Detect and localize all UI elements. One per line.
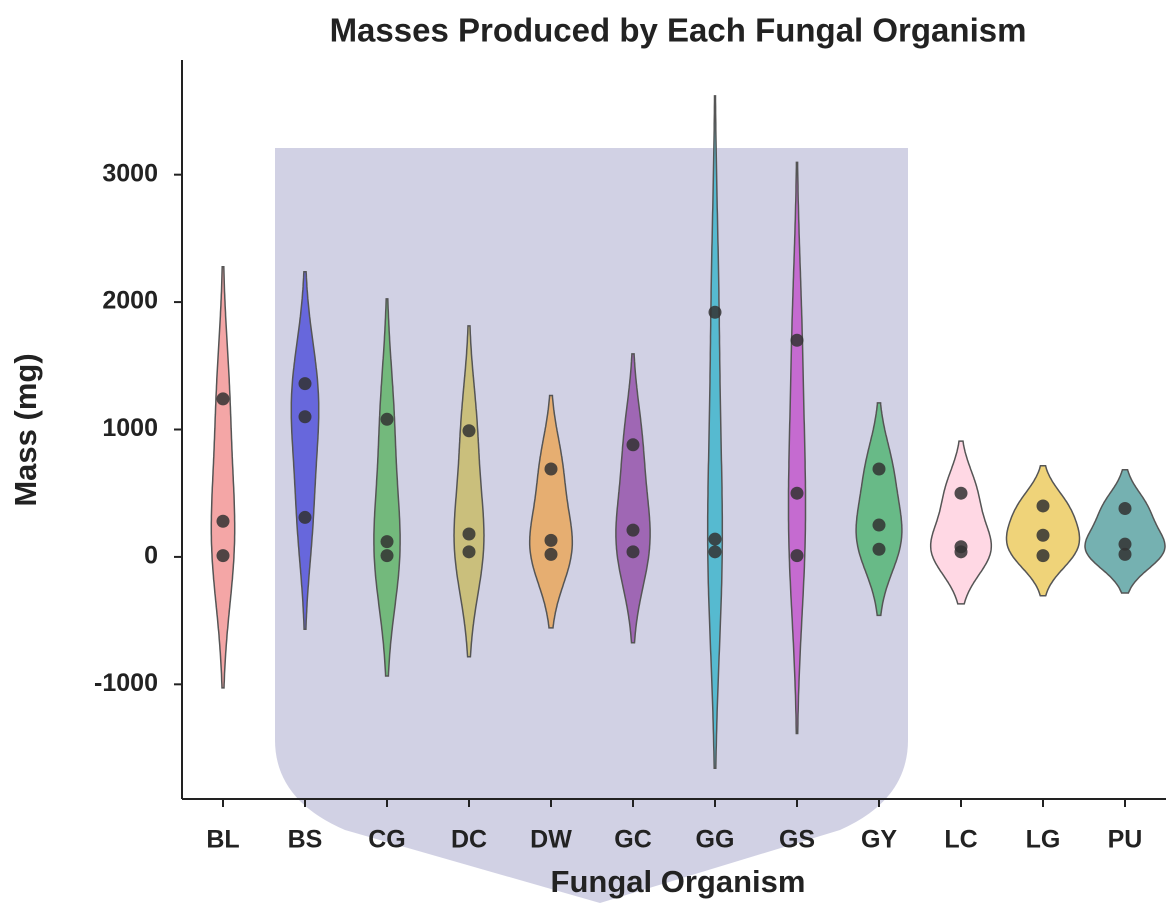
data-point	[791, 334, 804, 347]
data-point	[627, 524, 640, 537]
data-point	[873, 462, 886, 475]
data-point	[381, 549, 394, 562]
x-tick-label: GY	[861, 826, 897, 854]
data-point	[381, 535, 394, 548]
data-point	[463, 527, 476, 540]
data-point	[955, 545, 968, 558]
x-tick-label: DW	[530, 826, 572, 854]
data-point	[873, 519, 886, 532]
data-point	[299, 377, 312, 390]
data-point	[381, 413, 394, 426]
y-axis-label: Mass (mg)	[8, 353, 43, 506]
data-point	[955, 487, 968, 500]
data-point	[709, 545, 722, 558]
y-tick-label: 2000	[102, 287, 158, 315]
data-point	[1037, 499, 1050, 512]
data-point	[709, 306, 722, 319]
violin	[931, 441, 992, 604]
chart-title: Masses Produced by Each Fungal Organism	[330, 12, 1027, 49]
data-point	[1119, 502, 1132, 515]
data-point	[545, 462, 558, 475]
data-point	[791, 549, 804, 562]
data-point	[545, 534, 558, 547]
x-tick-label: CG	[368, 826, 406, 854]
data-point	[1037, 529, 1050, 542]
x-tick-label: PU	[1108, 826, 1143, 854]
x-axis-label: Fungal Organism	[551, 864, 806, 899]
data-point	[1119, 548, 1132, 561]
y-tick-label: 3000	[102, 159, 158, 187]
data-point	[217, 515, 230, 528]
data-point	[791, 487, 804, 500]
data-point	[627, 545, 640, 558]
data-point	[1037, 549, 1050, 562]
x-tick-label: GS	[779, 826, 815, 854]
data-point	[299, 511, 312, 524]
data-point	[463, 545, 476, 558]
y-tick-label: 1000	[102, 414, 158, 442]
x-tick-label: DC	[451, 826, 487, 854]
data-point	[299, 410, 312, 423]
data-point	[873, 543, 886, 556]
violin	[211, 267, 234, 688]
x-tick-label: LG	[1026, 826, 1061, 854]
data-point	[463, 424, 476, 437]
data-point	[217, 392, 230, 405]
data-point	[545, 548, 558, 561]
data-point	[627, 438, 640, 451]
x-tick-label: BS	[288, 826, 323, 854]
watermark	[275, 148, 908, 903]
data-point	[709, 533, 722, 546]
violin	[1085, 470, 1165, 593]
y-tick-label: 0	[144, 542, 158, 570]
chart: Masses Produced by Each Fungal Organism …	[0, 0, 1166, 903]
data-point	[217, 549, 230, 562]
y-tick-label: -1000	[94, 669, 158, 697]
x-tick-label: LC	[944, 826, 977, 854]
x-tick-label: GG	[696, 826, 735, 854]
x-tick-label: GC	[614, 826, 652, 854]
x-tick-label: BL	[206, 826, 239, 854]
